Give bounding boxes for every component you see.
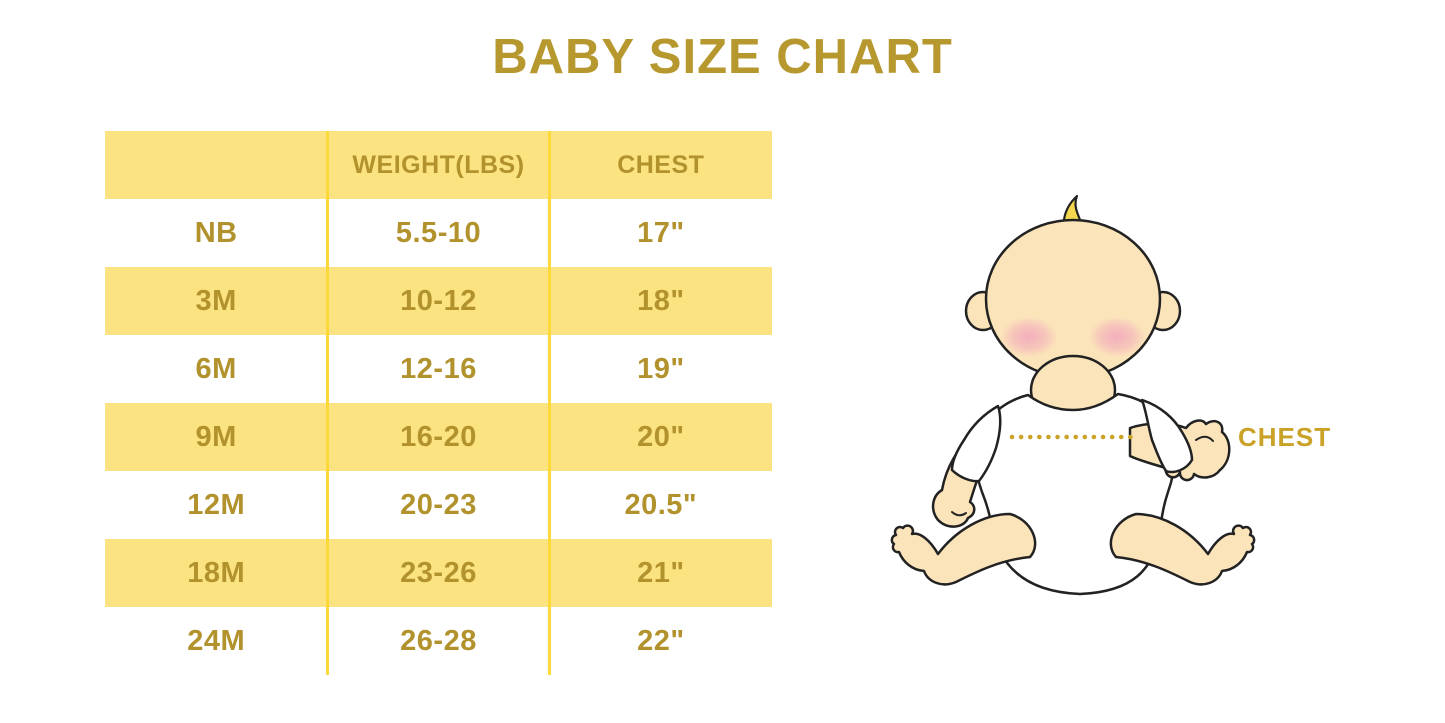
table-row: 24M 26-28 22" bbox=[105, 607, 772, 675]
baby-leg-right bbox=[1109, 512, 1256, 586]
baby-sleeve-right bbox=[1140, 398, 1194, 474]
column-divider bbox=[548, 131, 551, 675]
cell-weight: 5.5-10 bbox=[395, 216, 482, 249]
cell-chest: 21" bbox=[637, 556, 685, 589]
cell-chest: 20.5" bbox=[624, 488, 698, 521]
cell-size: 3M bbox=[195, 284, 237, 317]
baby-leg-left bbox=[890, 512, 1037, 586]
cell-weight: 16-20 bbox=[400, 420, 477, 453]
cell-weight: 10-12 bbox=[400, 284, 477, 317]
cell-weight: 20-23 bbox=[400, 488, 477, 521]
cell-chest: 18" bbox=[637, 284, 685, 317]
baby-hand-left-fingers bbox=[951, 511, 967, 517]
baby-illustration-svg bbox=[890, 194, 1256, 596]
baby-fist-thumb bbox=[1195, 435, 1214, 442]
table-row: 6M 12-16 19" bbox=[105, 335, 772, 403]
cell-chest: 17" bbox=[637, 216, 685, 249]
cell-size: 9M bbox=[195, 420, 237, 453]
page-title: BABY SIZE CHART bbox=[492, 30, 953, 84]
header-cell-chest: CHEST bbox=[617, 150, 705, 179]
table-row: 9M 16-20 20" bbox=[105, 403, 772, 471]
baby-blush-right bbox=[1089, 317, 1145, 357]
baby-head bbox=[984, 218, 1162, 380]
cell-size: 18M bbox=[187, 556, 246, 589]
baby-blush-left bbox=[1001, 317, 1057, 357]
table-row: NB 5.5-10 17" bbox=[105, 199, 772, 267]
baby-sleeve-left bbox=[950, 404, 1002, 483]
cell-chest: 20" bbox=[637, 420, 685, 453]
header-cell-weight: WEIGHT(LBS) bbox=[352, 150, 525, 179]
table-row: 3M 10-12 18" bbox=[105, 267, 772, 335]
cell-size: 12M bbox=[187, 488, 246, 521]
table-row: 12M 20-23 20.5" bbox=[105, 471, 772, 539]
cell-size: 24M bbox=[187, 624, 246, 657]
baby-illustration bbox=[880, 178, 1260, 618]
cell-weight: 26-28 bbox=[400, 624, 477, 657]
cell-chest: 19" bbox=[637, 352, 685, 385]
chest-label: CHEST bbox=[1238, 422, 1332, 452]
size-table: WEIGHT(LBS) CHEST NB 5.5-10 17" 3M 10-12… bbox=[105, 131, 772, 675]
cell-weight: 23-26 bbox=[400, 556, 477, 589]
table-row: 18M 23-26 21" bbox=[105, 539, 772, 607]
cell-size: NB bbox=[194, 216, 238, 249]
table-header-row: WEIGHT(LBS) CHEST bbox=[105, 131, 772, 199]
cell-size: 6M bbox=[195, 352, 237, 385]
cell-chest: 22" bbox=[637, 624, 685, 657]
column-divider bbox=[326, 131, 329, 675]
cell-weight: 12-16 bbox=[400, 352, 477, 385]
